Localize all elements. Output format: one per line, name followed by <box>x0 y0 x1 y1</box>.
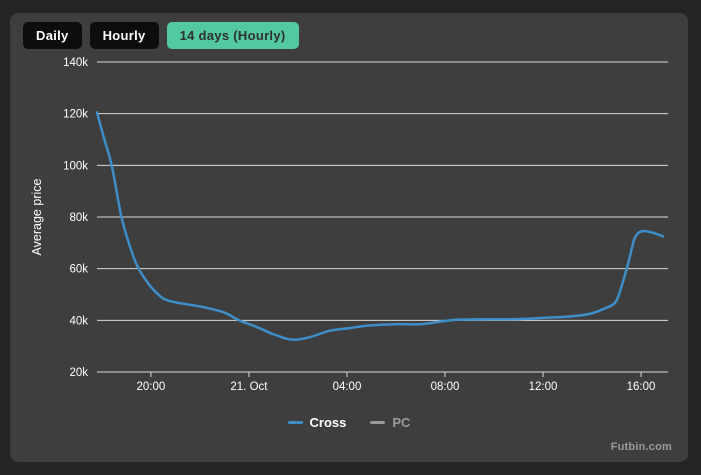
legend-item-pc[interactable]: PC <box>370 415 410 430</box>
legend-label-cross: Cross <box>309 415 347 430</box>
x-tick-label: 04:00 <box>333 381 362 393</box>
tab-hourly[interactable]: Hourly <box>89 22 159 49</box>
y-tick-label: 120k <box>63 109 88 121</box>
tab-daily[interactable]: Daily <box>23 22 82 49</box>
tab-14-days-hourly[interactable]: 14 days (Hourly) <box>166 22 299 49</box>
futbin-watermark: Futbin.com <box>610 441 672 453</box>
x-tick-label: 08:00 <box>431 381 460 393</box>
y-tick-label: 80k <box>69 212 88 224</box>
chart-legend: Cross PC <box>10 415 688 430</box>
x-tick-label: 12:00 <box>529 381 558 393</box>
y-tick-label: 40k <box>69 315 88 327</box>
pc-series-swatch-icon <box>370 421 386 424</box>
y-tick-label: 100k <box>63 160 88 172</box>
y-axis-title: Average price <box>30 179 44 256</box>
y-tick-label: 140k <box>63 57 88 69</box>
x-tick-label: 21. Oct <box>230 381 268 393</box>
legend-label-pc: PC <box>392 415 411 430</box>
x-tick-label: 16:00 <box>627 381 656 393</box>
price-chart-card: Daily Hourly 14 days (Hourly) 20k 40k 60k 8… <box>10 13 688 462</box>
chart-range-toolbar: Daily Hourly 14 days (Hourly) <box>23 22 299 49</box>
cross-series-swatch-icon <box>287 421 303 424</box>
price-history-chart[interactable]: 20k 40k 60k 80k 100k 120k 140k 20:00 21. Oct 04:0… <box>10 13 688 413</box>
y-tick-label: 20k <box>69 367 88 379</box>
legend-item-cross[interactable]: Cross <box>287 415 347 430</box>
x-tick-label: 20:00 <box>137 381 166 393</box>
y-tick-label: 60k <box>69 264 88 276</box>
series-line-cross <box>95 111 665 341</box>
